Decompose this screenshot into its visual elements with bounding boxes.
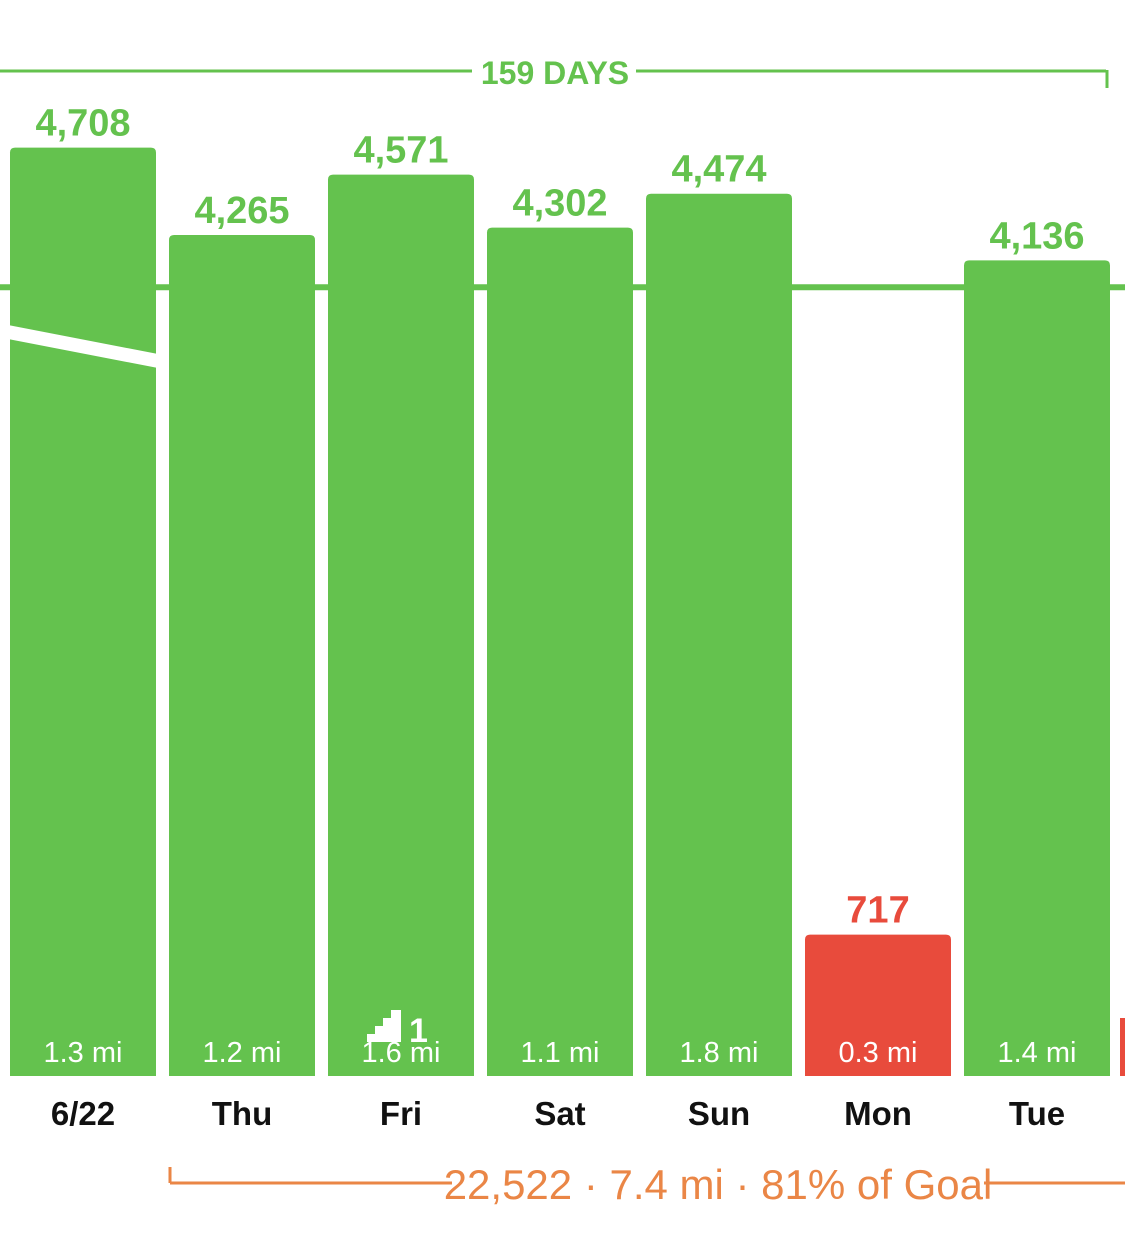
day-tick-label: 6/22	[51, 1095, 115, 1132]
bar-distance-label: 1.3 mi	[44, 1037, 123, 1069]
day-tick-label: Thu	[212, 1095, 272, 1132]
bar-value-label: 4,474	[671, 149, 766, 191]
floors-group: 1	[367, 1010, 428, 1050]
bar	[646, 193, 792, 1077]
day-tick-label: Sat	[534, 1095, 585, 1132]
stairs-icon	[367, 1010, 401, 1042]
bar	[169, 234, 315, 1076]
floors-count-label: 1	[409, 1012, 428, 1050]
summary-bracket: 22,522 · 7.4 mi · 81% of Goal	[168, 1161, 1125, 1208]
bar-value-label: 717	[846, 890, 909, 932]
bar-distance-label: 1.4 mi	[998, 1037, 1077, 1069]
day-tick-label: Sun	[688, 1095, 750, 1132]
bar	[328, 174, 474, 1076]
bar-value-label: 4,571	[353, 130, 448, 172]
bar	[10, 147, 156, 1076]
bar-distance-label: 1.6 mi	[362, 1037, 441, 1069]
streak-bracket: 159 DAYS	[0, 55, 1109, 91]
axis-break-group	[8, 325, 158, 368]
day-tick-label: Mon	[844, 1095, 912, 1132]
bar	[487, 227, 633, 1076]
day-tick-label: Fri	[380, 1095, 422, 1132]
streak-label: 159 DAYS	[481, 55, 629, 91]
bar-distance-label: 1.2 mi	[203, 1037, 282, 1069]
bar	[964, 260, 1110, 1076]
bar	[805, 934, 951, 1076]
next-bar-partial	[1120, 1018, 1125, 1076]
bar-distance-label: 0.3 mi	[839, 1037, 918, 1069]
bar-value-label: 4,302	[512, 183, 607, 225]
bar-value-label: 4,708	[35, 103, 130, 145]
bar-value-label: 4,136	[989, 215, 1084, 257]
bars-group	[10, 147, 1110, 1077]
bar-distance-label: 1.1 mi	[521, 1037, 600, 1069]
labels-group: 4,708 1.3 mi 6/22 4,265 1.2 mi Thu 4,571 1.6 mi…	[35, 103, 1084, 1132]
day-tick-label: Tue	[1009, 1095, 1065, 1132]
bar-distance-label: 1.8 mi	[680, 1037, 759, 1069]
bar-value-label: 4,265	[194, 190, 289, 232]
axis-break-slash	[8, 325, 158, 368]
summary-label: 22,522 · 7.4 mi · 81% of Goal	[444, 1161, 993, 1208]
